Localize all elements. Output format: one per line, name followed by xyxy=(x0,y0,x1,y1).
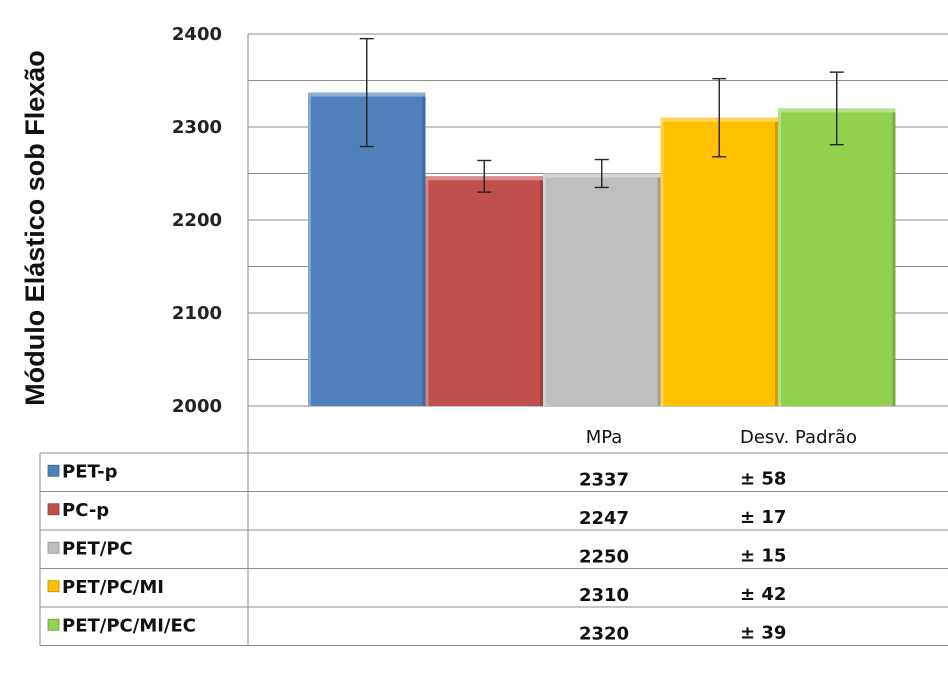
table-row: PET/PC/MI 2310 ± 42 xyxy=(47,577,786,606)
data-table: MPa Desv. Padrão PET-p 2337 ± 58 PC-p 2247 ± 17… xyxy=(39,427,948,646)
bar-fill xyxy=(778,108,896,407)
legend-swatch xyxy=(47,618,60,631)
bar-fill xyxy=(543,173,661,406)
bar-fill xyxy=(425,176,543,406)
table-header-mpa: MPa xyxy=(586,427,623,448)
bar xyxy=(778,108,896,407)
legend-label: PET/PC/MI/EC xyxy=(62,615,196,636)
error-bars xyxy=(359,37,844,193)
sd-value: ± 15 xyxy=(740,545,786,566)
bars xyxy=(308,92,896,407)
y-tick-labels: 2000 2100 2200 2300 2400 xyxy=(172,24,222,417)
error-bar xyxy=(829,71,844,146)
bar-fill xyxy=(660,117,778,406)
sd-value: ± 39 xyxy=(740,622,786,643)
legend-label: PC-p xyxy=(62,500,109,521)
y-axis-label: Módulo Elástico sob Flexão xyxy=(20,50,50,406)
bar-shadow xyxy=(657,173,661,406)
error-bar xyxy=(359,37,374,148)
bar-shadow xyxy=(775,117,778,406)
y-tick-label: 2300 xyxy=(172,117,222,138)
bar-highlight xyxy=(308,92,311,406)
error-bar xyxy=(594,158,609,189)
bar-highlight xyxy=(778,108,781,407)
table-header-sd: Desv. Padrão xyxy=(740,427,857,448)
legend-label: PET/PC/MI xyxy=(62,577,164,598)
bar xyxy=(543,173,661,406)
legend-swatch xyxy=(47,464,60,477)
mpa-value: 2337 xyxy=(579,469,629,490)
table-row: PET/PC/MI/EC 2320 ± 39 xyxy=(47,615,786,644)
y-tick-label: 2400 xyxy=(172,24,222,45)
legend-swatch xyxy=(47,580,60,593)
bar-shadow xyxy=(422,92,426,406)
mpa-value: 2310 xyxy=(579,585,629,606)
legend-label: PET-p xyxy=(62,461,118,482)
mpa-value: 2247 xyxy=(579,508,629,529)
legend-swatch xyxy=(47,541,60,554)
error-bar xyxy=(712,77,727,158)
table-row: PET/PC 2250 ± 15 xyxy=(47,538,786,567)
legend-swatch xyxy=(47,503,60,516)
bar-shadow xyxy=(892,108,896,407)
table-row: PET-p 2337 ± 58 xyxy=(47,461,786,490)
y-tick-label: 2000 xyxy=(172,396,222,417)
table-row: PC-p 2247 ± 17 xyxy=(47,500,786,529)
bar-highlight xyxy=(543,173,546,406)
mpa-value: 2250 xyxy=(579,546,629,567)
sd-value: ± 58 xyxy=(740,468,786,489)
bar-shadow xyxy=(540,176,543,406)
bar-highlight xyxy=(425,176,429,406)
bar-highlight xyxy=(660,117,664,406)
y-tick-label: 2100 xyxy=(172,303,222,324)
sd-value: ± 17 xyxy=(740,507,786,528)
bar xyxy=(425,176,543,406)
bar xyxy=(660,117,778,406)
legend-label: PET/PC xyxy=(62,538,133,559)
sd-value: ± 42 xyxy=(740,584,786,605)
y-tick-label: 2200 xyxy=(172,210,222,231)
error-bar xyxy=(477,159,492,193)
mpa-value: 2320 xyxy=(579,623,629,644)
